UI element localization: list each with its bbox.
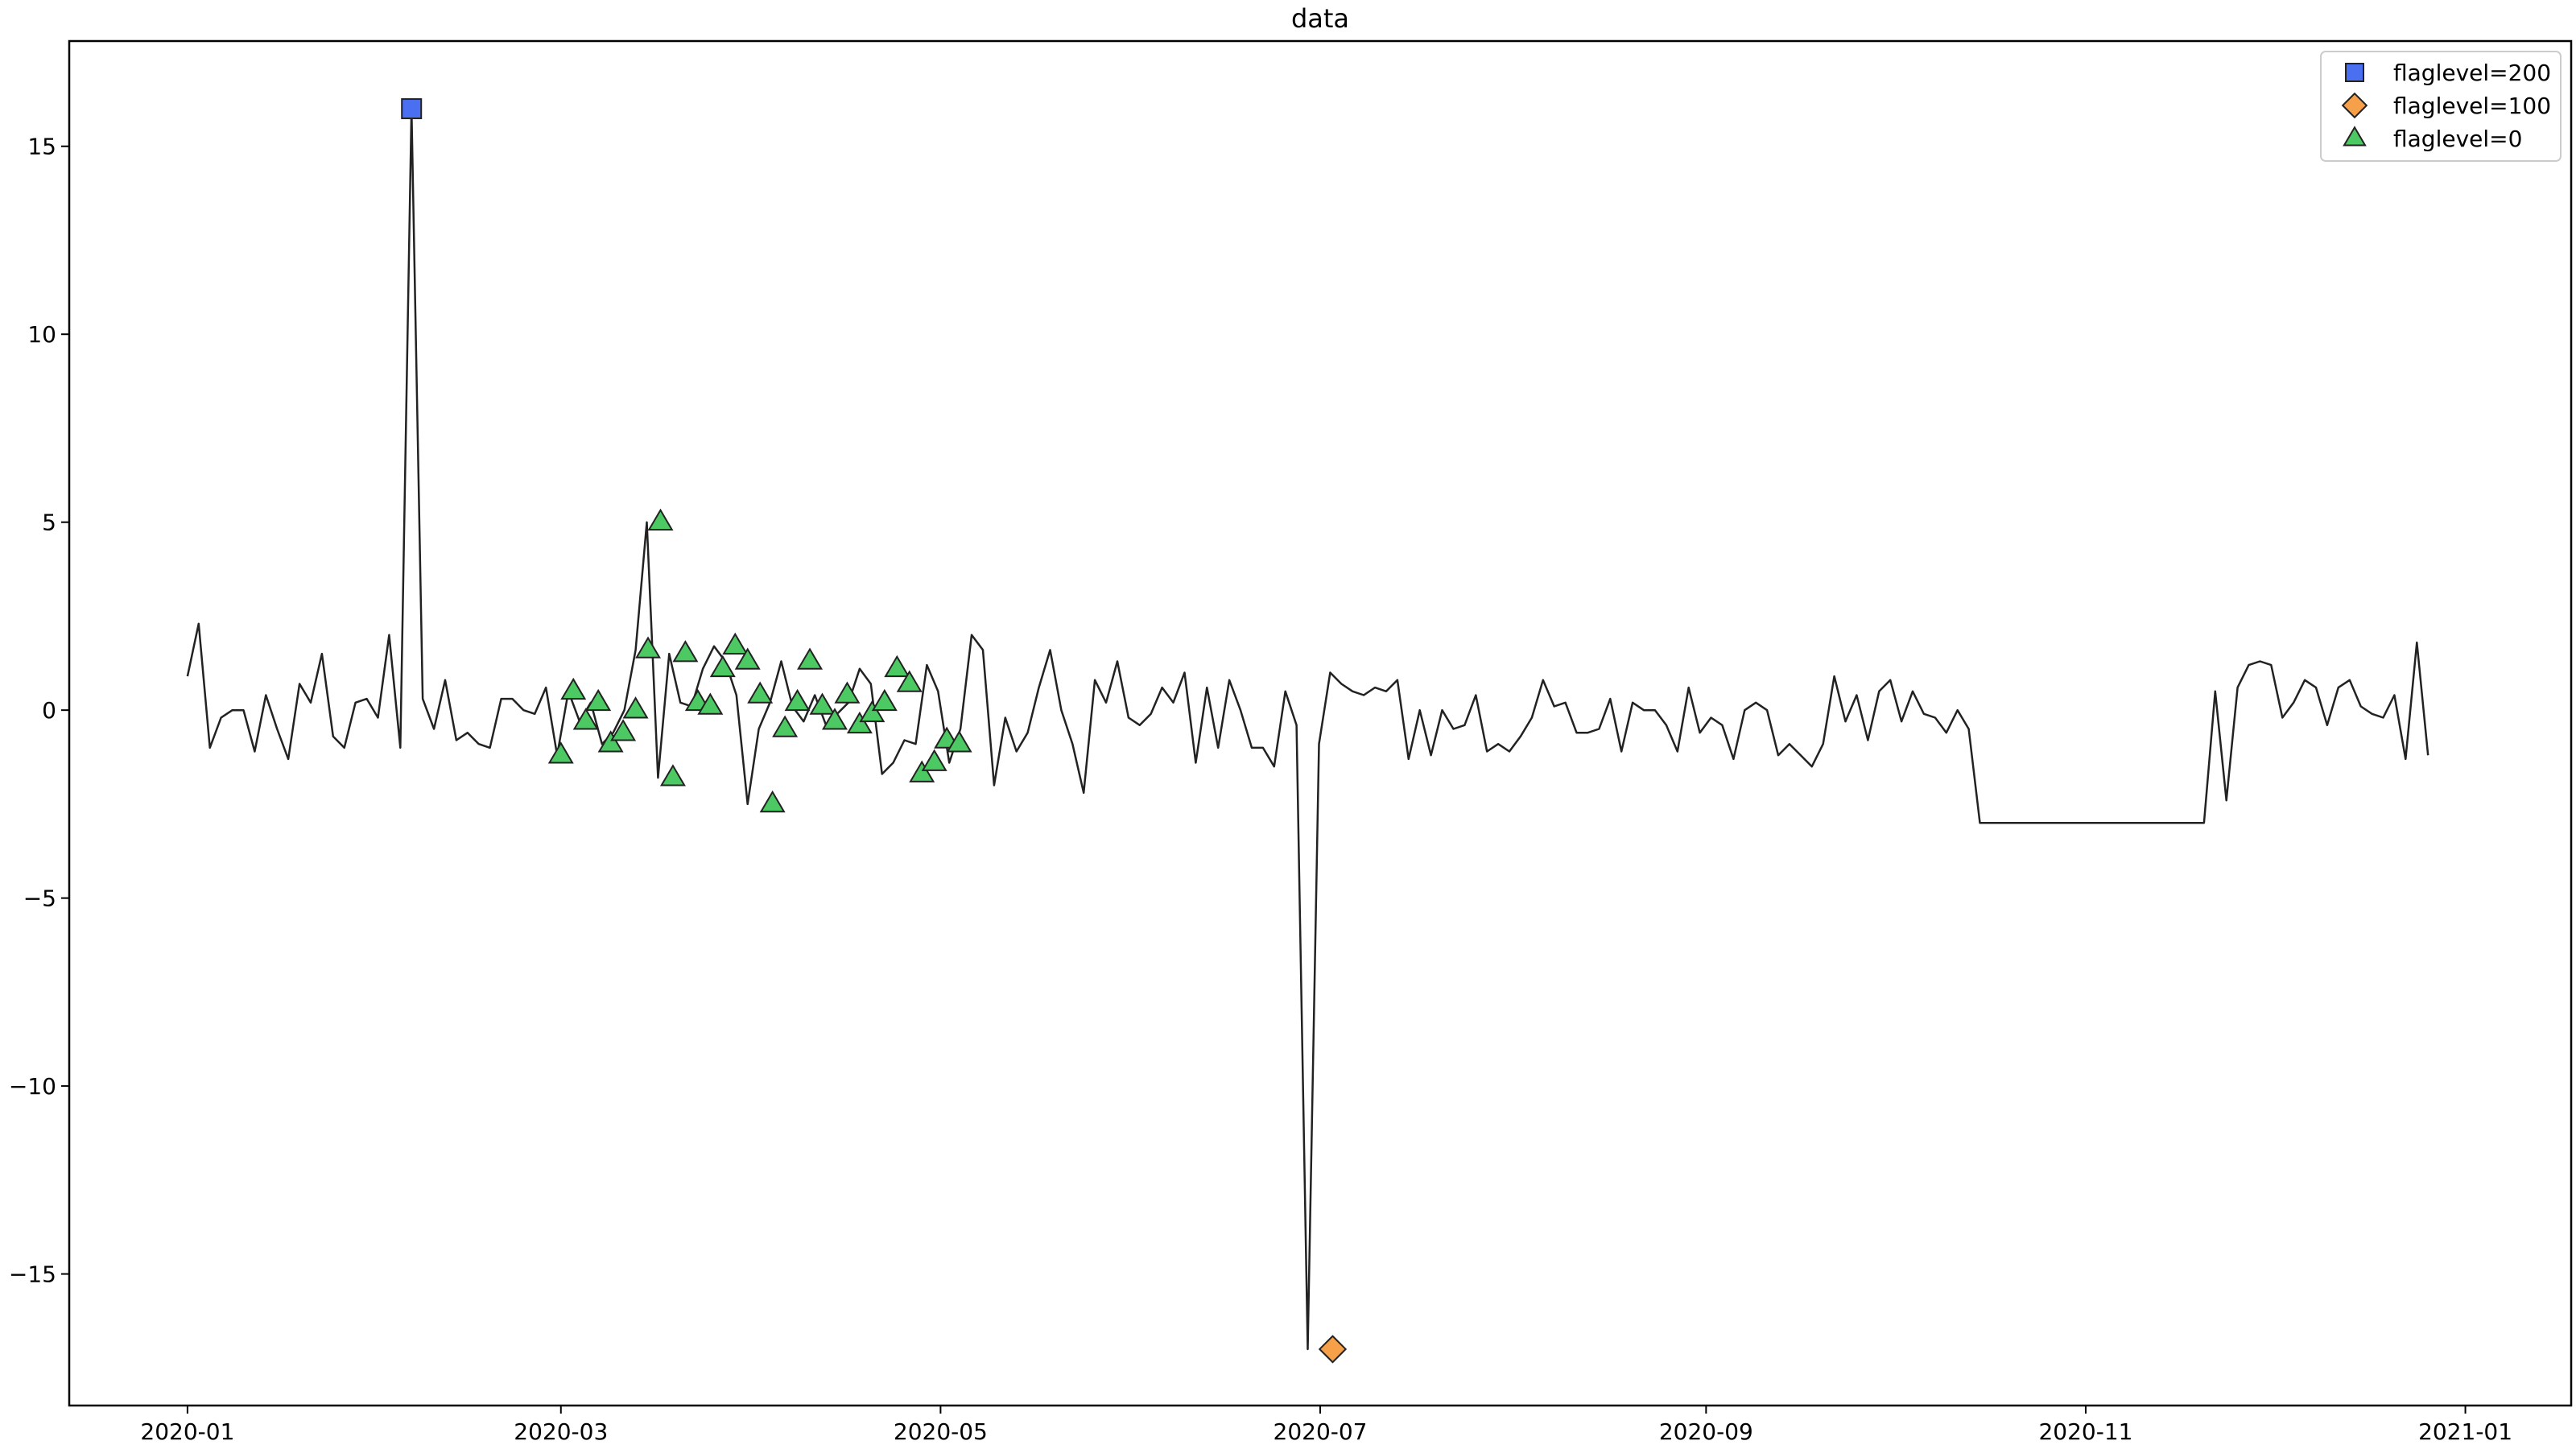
flag-marker-triangle [560, 677, 587, 700]
x-tick-label: 2020-05 [894, 1418, 988, 1445]
y-tick-label: 0 [42, 697, 56, 724]
flag-marker-triangle [884, 654, 910, 678]
flag-marker-triangle [759, 790, 786, 813]
flag-marker-triangle [547, 741, 574, 764]
flag-marker-triangle [772, 715, 799, 737]
flag-marker-square [401, 98, 423, 120]
flag-marker-triangle [797, 647, 824, 670]
flag-marker-triangle [672, 640, 699, 663]
chart-title: data [1291, 3, 1349, 34]
x-tick-label: 2020-11 [2038, 1418, 2132, 1445]
y-tick-label: 15 [27, 134, 56, 160]
flag-marker-triangle [921, 749, 947, 771]
flag-marker-triangle [821, 708, 848, 730]
x-tick-label: 2020-09 [1659, 1418, 1753, 1445]
x-tick-label: 2020-01 [140, 1418, 234, 1445]
flag-marker-triangle [709, 654, 736, 678]
series-line [186, 107, 2429, 1351]
axes: 2020-01 2020-03 2020-05 2020-07 2020-09 2020-… [9, 39, 2573, 1445]
y-tick-label: 5 [42, 510, 56, 536]
y-axis: −15 −10 −5 0 5 10 15 [9, 134, 69, 1288]
flag-marker-triangle [659, 764, 686, 786]
flag-marker-triangle [734, 647, 761, 670]
legend-marker-diamond [2341, 92, 2368, 119]
flag-marker-triangle [610, 719, 637, 741]
y-tick-label: −15 [9, 1261, 56, 1288]
flag-marker-triangle [585, 688, 612, 712]
x-tick-label: 2021-01 [2418, 1418, 2512, 1445]
flag-marker-triangle [946, 730, 972, 753]
plot-area [186, 98, 2429, 1364]
flag-marker-triangle [697, 692, 724, 715]
y-tick-label: −5 [23, 886, 56, 912]
flag-marker-diamond [1318, 1335, 1348, 1364]
x-tick-label: 2020-07 [1274, 1418, 1368, 1445]
flag-marker-triangle [809, 692, 836, 715]
legend-box [2320, 51, 2562, 162]
legend-marker-triangle [2343, 126, 2367, 147]
flag-marker-triangle [647, 508, 674, 530]
x-axis: 2020-01 2020-03 2020-05 2020-07 2020-09 2020-… [140, 1406, 2512, 1445]
legend-marker-square [2345, 63, 2364, 82]
flag-marker-triangle [722, 632, 749, 655]
flag-marker-triangle [572, 708, 599, 730]
flag-marker-triangle [871, 688, 898, 712]
legend-label: flaglevel=200 [2393, 60, 2551, 86]
flag-marker-triangle [622, 696, 649, 719]
flag-marker-triangle [834, 681, 861, 704]
flag-marker-triangle [859, 700, 886, 723]
x-tick-label: 2020-03 [514, 1418, 608, 1445]
flag-marker-triangle [846, 711, 873, 734]
y-tick-label: −10 [9, 1073, 56, 1100]
flag-marker-triangle [896, 670, 923, 692]
legend-label: flaglevel=100 [2393, 93, 2551, 119]
flag-marker-triangle [597, 730, 624, 753]
flag-marker-triangle [747, 681, 774, 704]
flag-marker-triangle [635, 636, 662, 658]
flag-marker-triangle [909, 760, 935, 782]
legend-label: flaglevel=0 [2393, 126, 2522, 152]
legend: flaglevel=200 flaglevel=100 flaglevel=0 [2320, 51, 2562, 162]
y-tick-label: 10 [27, 321, 56, 348]
flag-marker-triangle [784, 688, 811, 712]
